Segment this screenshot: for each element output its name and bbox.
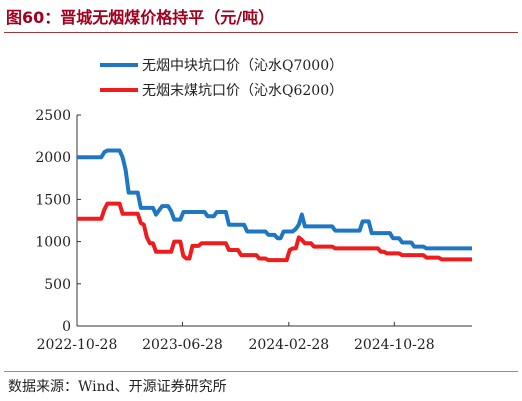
y-tick-label: 2500: [35, 108, 71, 124]
series-line: [77, 148, 472, 251]
x-tick-label: 2022-10-28: [37, 337, 118, 353]
legend-label: 无烟中块坑口价（沁水Q7000）: [142, 58, 343, 74]
figure-title: 图60：晋城无烟煤价格持平（元/吨）: [6, 8, 275, 27]
source-note: 数据来源：Wind、开源证券研究所: [8, 379, 227, 395]
legend-label: 无烟末煤坑口价（沁水Q6200）: [142, 83, 343, 99]
y-tick-label: 0: [62, 319, 71, 335]
line-chart: 无烟中块坑口价（沁水Q7000） 无烟末煤坑口价（沁水Q6200） 0 500 100…: [35, 58, 472, 353]
x-axis: 2022-10-28 2023-06-28 2024-02-28 2024-10-28: [37, 322, 472, 353]
chart-legend: 无烟中块坑口价（沁水Q7000） 无烟末煤坑口价（沁水Q6200）: [100, 58, 343, 99]
plot-area: [77, 148, 472, 263]
y-tick-label: 2000: [35, 150, 71, 166]
y-tick-label: 1500: [35, 192, 71, 208]
x-tick-label: 2024-10-28: [354, 337, 435, 353]
x-tick-label: 2024-02-28: [248, 337, 329, 353]
y-axis: 0 500 1000 1500 2000 2500: [35, 108, 81, 335]
series-line: [77, 201, 472, 263]
source-rule: [4, 371, 518, 372]
y-tick-label: 500: [44, 277, 71, 293]
title-rule: [4, 32, 518, 33]
y-tick-label: 1000: [35, 235, 71, 251]
x-tick-label: 2023-06-28: [142, 337, 223, 353]
